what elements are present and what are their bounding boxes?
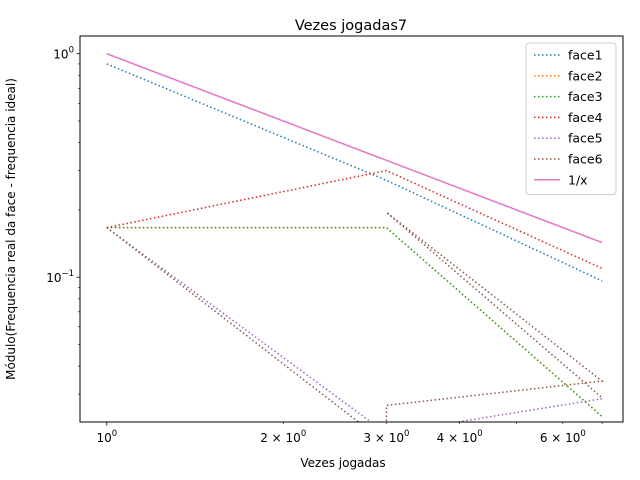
series-line-face4 xyxy=(106,169,603,270)
legend-label: face1 xyxy=(568,48,603,63)
legend-label: face6 xyxy=(568,152,603,167)
series-line-face3 xyxy=(106,226,603,418)
plot-frame xyxy=(79,35,624,423)
y-tick-label: 100 xyxy=(53,46,74,62)
legend-label: face5 xyxy=(568,131,603,146)
legend-label: face2 xyxy=(568,68,603,83)
x-tick-label: 6 × 100 xyxy=(540,429,586,445)
legend: face1 face2 face3 face4 face5 face6 1/x xyxy=(525,42,617,196)
x-tick-label: 3 × 100 xyxy=(363,429,409,445)
legend-label: 1/x xyxy=(568,172,588,187)
legend-label: face3 xyxy=(568,89,603,104)
x-axis: 100 2 × 100 3 × 100 4 × 100 6 × 100 xyxy=(96,422,603,445)
x-tick-label: 100 xyxy=(96,429,117,445)
chart-title: Vezes jogadas7 xyxy=(295,18,407,34)
x-tick-label: 4 × 100 xyxy=(437,429,483,445)
y-axis: 100 10−1 xyxy=(46,46,80,395)
series-line-face6 xyxy=(106,211,604,422)
legend-box xyxy=(525,42,617,196)
series-line-face1 xyxy=(106,63,603,282)
y-axis-label: Módulo(Frequencia real da face - frequen… xyxy=(4,78,18,380)
series-line-1-x xyxy=(106,52,603,244)
y-tick-label: 10−1 xyxy=(46,269,74,285)
series-line-face5 xyxy=(106,226,603,422)
x-tick-label: 2 × 100 xyxy=(260,429,306,445)
series-layer xyxy=(106,52,604,422)
legend-label: face4 xyxy=(568,110,603,125)
x-axis-label: Vezes jogadas xyxy=(300,456,385,470)
